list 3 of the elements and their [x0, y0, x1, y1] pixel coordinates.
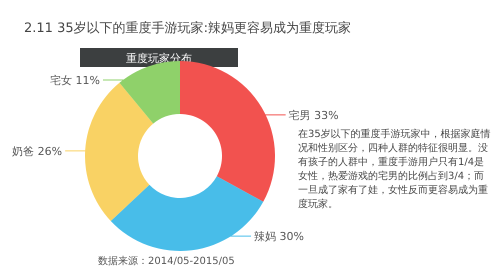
- title: 2.11 35岁以下的重度手游玩家:辣妈更容易成为重度玩家: [24, 21, 351, 36]
- annotation: 数据来源：2014/05-2015/05: [98, 254, 235, 268]
- annotation: 在35岁以下的重度手游玩家中，根据家庭情况和性别区分，四种人群的特征很明显。没有孩子的人群中，重度手游用户只有1/4是女性，热爱游戏的宅男的比例占到3/4；而一旦成了家有了娃，女性反而更容易成为重度玩家。: [298, 128, 492, 212]
